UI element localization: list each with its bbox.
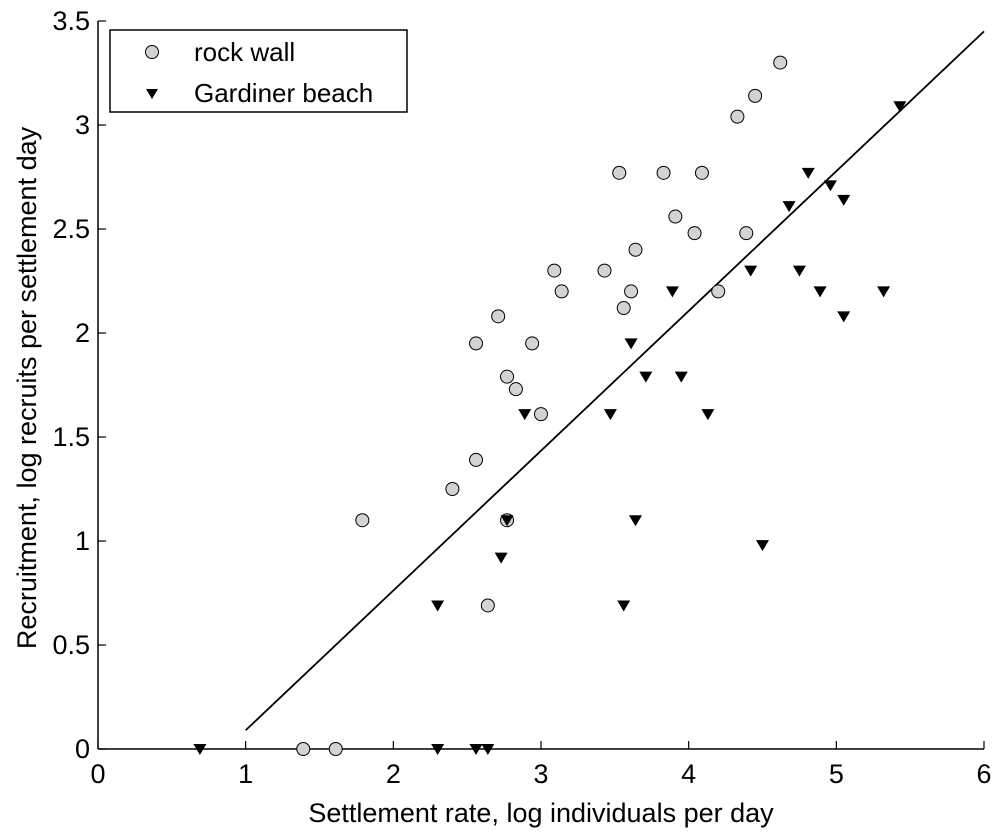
gardiner-beach-point [639,371,653,383]
legend-marker-gardiner-beach [146,89,158,99]
rock-wall-point [554,284,569,299]
gardiner-beach-point [431,600,445,612]
x-tick-label: 2 [386,759,401,789]
gardiner-beach-point [629,515,643,527]
gardiner-beach-point [193,744,207,755]
y-tick-label: 3 [75,110,90,140]
rock-wall-point [480,598,495,613]
y-axis-label: Recruitment, log recruits per settlement… [12,126,42,649]
rock-wall-point [628,242,643,257]
gardiner-beach-point [431,744,445,755]
x-tick-label: 6 [976,759,991,789]
data-points [193,55,907,756]
gardiner-beach-point [665,286,679,298]
gardiner-beach-point [701,409,715,421]
rock-wall-point [296,742,311,756]
gardiner-beach-point [813,286,827,298]
gardiner-beach-point [837,311,851,323]
rock-wall-point [739,226,754,241]
x-tick-label: 3 [533,759,548,789]
regression-line [245,30,985,731]
rock-wall-point [491,309,506,324]
gardiner-beach-point [481,744,495,755]
gardiner-beach-point [893,101,907,113]
gardiner-beach-point [603,409,617,421]
y-tick-label: 3.5 [52,6,90,36]
rock-wall-point [668,209,683,224]
rock-wall-point [597,263,612,278]
y-tick-label: 2 [75,318,90,348]
y-tick-label: 0.5 [52,630,90,660]
gardiner-beach-point [624,338,638,350]
rock-wall-point [612,165,627,180]
gardiner-beach-point [823,180,837,192]
rock-wall-point [694,165,709,180]
rock-wall-point [534,407,548,422]
y-tick-label: 1.5 [52,422,90,452]
gardiner-beach-point [744,265,758,277]
rock-wall-point [773,55,788,70]
rock-wall-point [616,301,631,316]
gardiner-beach-point [494,552,508,564]
gardiner-beach-point [469,744,483,755]
legend-marker-rock-wall [145,45,159,59]
y-tick-label: 1 [75,526,90,556]
rock-wall-point [547,263,562,278]
legend-label-gardiner-beach: Gardiner beach [194,78,373,108]
rock-wall-point [730,109,745,124]
legend-label-rock-wall: rock wall [194,37,295,67]
legend-box [109,29,408,113]
gardiner-beach-point [782,201,796,213]
rock-wall-point [656,165,671,180]
x-axis-label: Settlement rate, log individuals per day [308,798,774,828]
rock-wall-point [500,369,515,384]
rock-wall-point [711,284,726,299]
gardiner-beach-point [837,194,851,206]
legend: rock wall Gardiner beach [109,29,408,113]
rock-wall-point [687,226,702,241]
axes: 0 1 2 3 4 5 6 0 0.5 1 1.5 2 2.5 3 3.5 [52,6,991,789]
x-tick-label: 4 [681,759,696,789]
y-tick-label: 0 [75,734,90,764]
fit-line [245,30,985,731]
gardiner-beach-point [674,371,688,383]
rock-wall-point [508,382,523,397]
gardiner-beach-point [792,265,806,277]
rock-wall-point [355,513,370,528]
rock-wall-point [445,482,460,496]
gardiner-beach-point [518,409,532,421]
rock-wall-point [328,742,343,756]
gardiner-beach-point [877,286,891,298]
x-tick-label: 1 [238,759,253,789]
rock-wall-point [469,452,484,467]
gardiner-beach-point [801,167,815,179]
rock-wall-point [748,88,763,103]
rock-wall-point [469,336,484,351]
y-tick-label: 2.5 [52,214,90,244]
gardiner-beach-point [617,600,631,612]
gardiner-beach-point [756,540,769,552]
rock-wall-point [525,336,540,351]
gardiner-beach-point [500,515,514,527]
x-tick-label: 5 [829,759,844,789]
x-tick-label: 0 [90,759,105,789]
rock-wall-point [624,284,639,299]
